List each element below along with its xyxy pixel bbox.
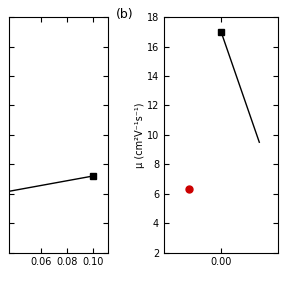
Y-axis label: μ (cm²V⁻¹s⁻¹): μ (cm²V⁻¹s⁻¹) <box>135 102 145 168</box>
Text: (b): (b) <box>116 8 133 21</box>
